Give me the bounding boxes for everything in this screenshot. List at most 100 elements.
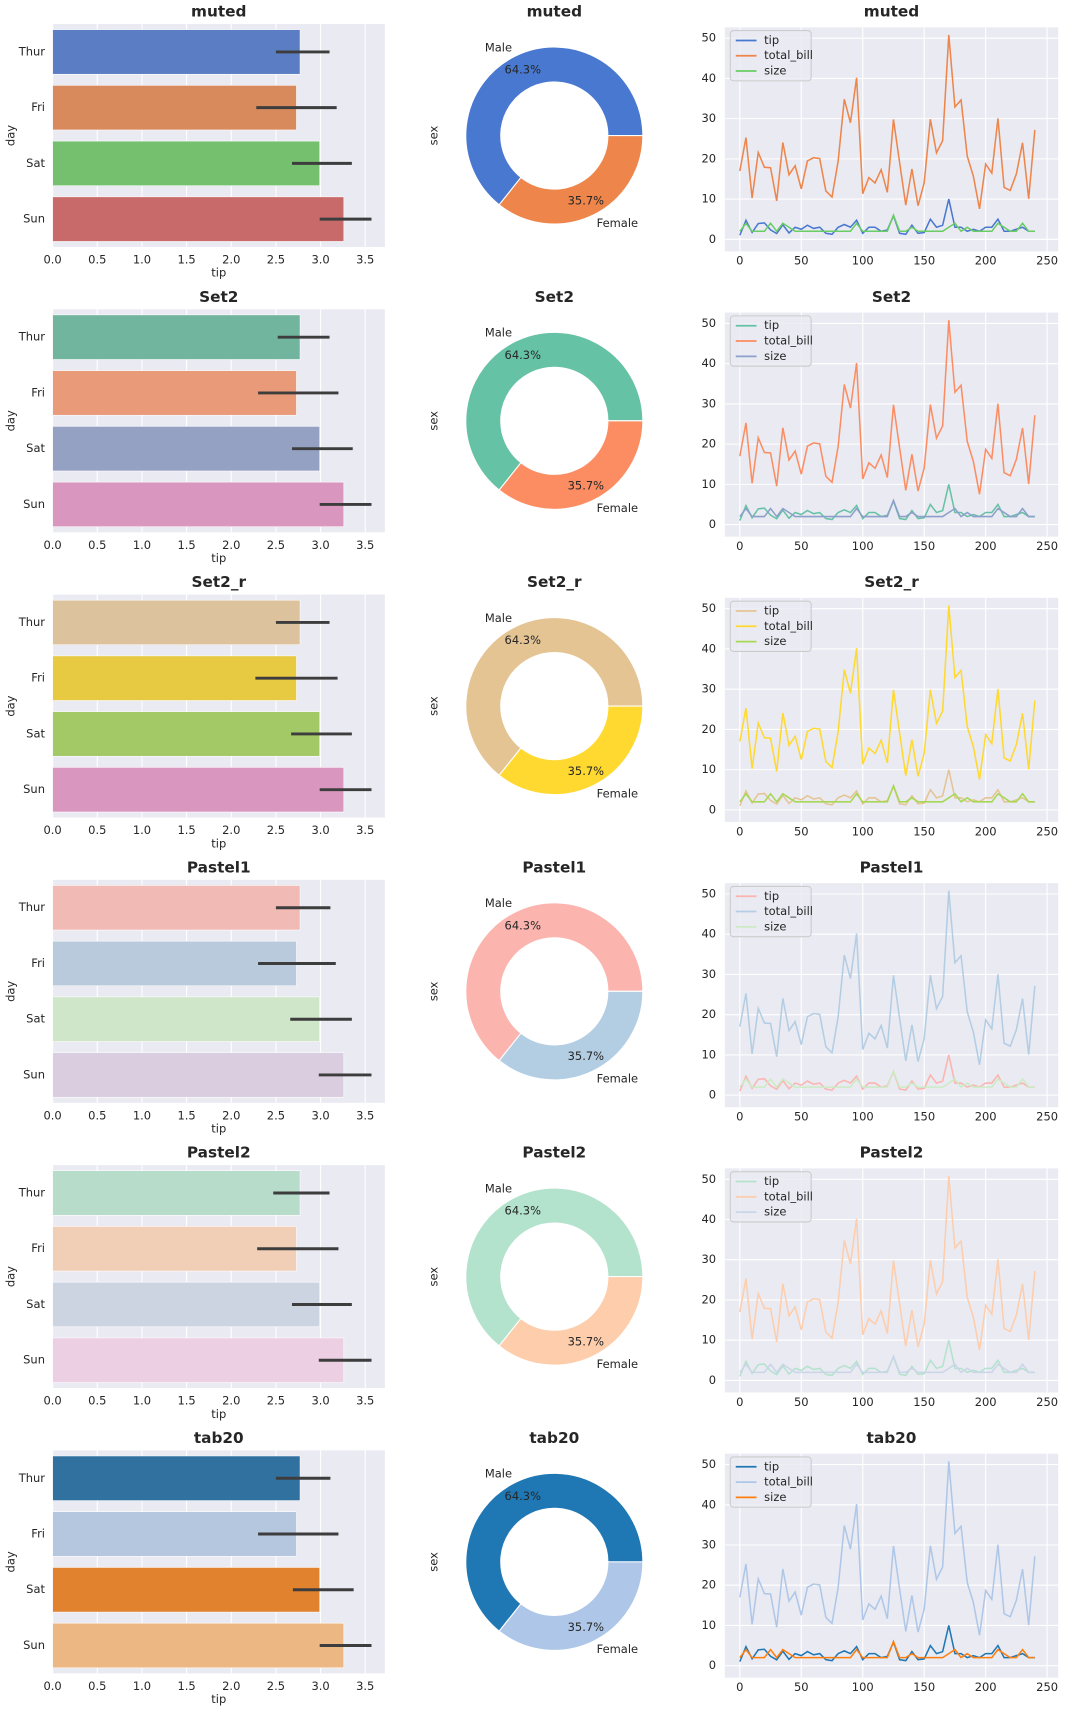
y-tick-label: 0 [709, 802, 716, 816]
chart-title: Pastel2 [187, 1144, 251, 1162]
value-label: 64.3% [505, 633, 542, 647]
wedge-label: Male [485, 40, 512, 54]
line-series [739, 1639, 1035, 1659]
y-tick-label: Sat [26, 726, 45, 740]
x-tick-label: 50 [794, 1395, 809, 1409]
x-tick-label: 250 [1036, 539, 1058, 553]
y-axis-label: day [4, 410, 18, 431]
x-tick-label: 250 [1036, 824, 1058, 838]
x-tick-label: 0.0 [44, 538, 62, 552]
x-tick-label: 1.0 [133, 538, 151, 552]
x-tick-label: 200 [975, 1110, 997, 1124]
y-tick-label: 10 [701, 192, 716, 206]
x-tick-label: 0 [736, 1110, 743, 1124]
legend-label: total_bill [764, 619, 813, 633]
pie-wedge [465, 331, 644, 491]
x-tick-label: 250 [1036, 254, 1058, 268]
value-label: 64.3% [505, 63, 542, 77]
x-tick-label: 1.5 [177, 538, 195, 552]
y-axis-label: sex [427, 981, 441, 1001]
line-series [739, 1068, 1035, 1089]
y-tick-label: 40 [701, 1497, 716, 1511]
x-tick-label: 0.5 [88, 538, 106, 552]
value-label: 64.3% [505, 348, 542, 362]
x-tick-label: 200 [975, 824, 997, 838]
wedge-label: Female [597, 1072, 638, 1086]
y-tick-label: Fri [31, 671, 45, 685]
legend-label: tip [764, 603, 779, 617]
chart-title: muted [864, 3, 919, 21]
y-tick-label: Fri [31, 100, 45, 114]
chart-title: tab20 [529, 1429, 579, 1447]
pie-wedge [465, 1472, 644, 1632]
x-tick-label: 1.5 [177, 253, 195, 267]
x-tick-label: 0.5 [88, 1394, 106, 1408]
legend-label: total_bill [764, 1475, 813, 1489]
pie-wedge [498, 1276, 644, 1366]
value-label: 35.7% [568, 764, 605, 778]
x-tick-label: 50 [794, 539, 809, 553]
y-tick-label: Sun [23, 497, 45, 511]
legend-label: size [764, 64, 786, 78]
bar [52, 996, 320, 1042]
y-tick-label: Fri [31, 385, 45, 399]
wedge-label: Male [485, 611, 512, 625]
y-tick-label: 0 [709, 1373, 716, 1387]
x-tick-label: 150 [913, 824, 935, 838]
value-label: 35.7% [568, 1620, 605, 1634]
y-tick-label: 30 [701, 1252, 716, 1266]
x-tick-label: 2.5 [267, 1679, 285, 1693]
x-tick-label: 250 [1036, 1680, 1058, 1694]
x-tick-label: 3.5 [356, 1108, 374, 1122]
y-tick-label: 20 [701, 722, 716, 736]
line-series [739, 1461, 1036, 1636]
chart-title: Pastel1 [187, 858, 251, 876]
x-tick-label: 0.5 [88, 1108, 106, 1122]
wedge-label: Female [597, 216, 638, 230]
y-tick-label: 50 [701, 1457, 716, 1471]
bar [52, 85, 297, 131]
legend-label: tip [764, 889, 779, 903]
bar [52, 426, 320, 472]
value-label: 64.3% [505, 1489, 542, 1503]
x-tick-label: 1.0 [133, 823, 151, 837]
x-tick-label: 200 [975, 254, 997, 268]
x-tick-label: 0.5 [88, 253, 106, 267]
bar [52, 885, 301, 931]
y-tick-label: Sat [26, 1297, 45, 1311]
x-axis-label: tip [211, 1407, 226, 1421]
x-tick-label: 50 [794, 1110, 809, 1124]
x-tick-label: 3.5 [356, 1679, 374, 1693]
x-tick-label: 0.0 [44, 823, 62, 837]
legend-box [729, 885, 812, 938]
y-tick-label: Sun [23, 782, 45, 796]
y-tick-label: 20 [701, 1007, 716, 1021]
y-tick-label: 30 [701, 1537, 716, 1551]
x-tick-label: 250 [1036, 1110, 1058, 1124]
y-tick-label: 10 [701, 1047, 716, 1061]
bar [52, 196, 345, 242]
x-tick-label: 100 [852, 539, 874, 553]
pie-wedge [465, 46, 644, 206]
pie-wedge [498, 134, 644, 225]
x-tick-label: 2.0 [222, 253, 240, 267]
subplot: Male 64.3% Female 35.7% sex Pastel2 [427, 1144, 644, 1371]
x-tick-label: 2.5 [267, 1108, 285, 1122]
chart-title: muted [191, 3, 246, 21]
y-tick-label: 0 [709, 517, 716, 531]
x-tick-label: 2.5 [267, 538, 285, 552]
chart-title: Set2 [872, 288, 911, 306]
chart-title: tab20 [867, 1429, 917, 1447]
value-label: 35.7% [568, 1049, 605, 1063]
y-tick-label: 40 [701, 927, 716, 941]
x-tick-label: 0.0 [44, 253, 62, 267]
line-series [739, 498, 1035, 518]
x-tick-label: 1.0 [133, 1679, 151, 1693]
y-tick-label: Thur [18, 615, 46, 629]
legend-label: total_bill [764, 334, 813, 348]
legend-label: size [764, 634, 786, 648]
x-tick-label: 250 [1036, 1395, 1058, 1409]
